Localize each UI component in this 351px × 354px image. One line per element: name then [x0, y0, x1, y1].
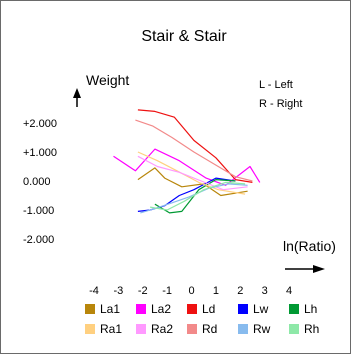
y-arrow-head	[73, 88, 81, 98]
series-line-la1	[137, 167, 248, 197]
legend-swatch-ld	[187, 304, 197, 314]
legend-label-rd: Rd	[202, 322, 217, 336]
x-tick-label: 0	[188, 285, 194, 297]
legend-swatch-rw	[238, 324, 248, 334]
y-axis-label: Weight	[86, 72, 129, 88]
legend-swatch-ra2	[136, 324, 146, 334]
x-tick-label: 1	[213, 285, 219, 297]
chart-title: Stair & Stair	[141, 28, 227, 45]
legend-swatch-rd	[187, 324, 197, 334]
note-left: L - Left	[259, 79, 293, 91]
y-tick-label: +1.000	[23, 147, 57, 159]
series-line-rd	[135, 119, 253, 182]
x-tick-label: -2	[138, 285, 148, 297]
x-tick-label: -3	[113, 285, 123, 297]
legend-label-lh: Lh	[304, 302, 317, 316]
x-tick-label: 2	[237, 285, 243, 297]
y-tick-label: -1.000	[23, 205, 54, 217]
series-line-la2	[113, 148, 261, 186]
series-group	[113, 109, 261, 214]
x-axis-label: ln(Ratio)	[283, 238, 336, 254]
series-line-ra2	[137, 155, 248, 191]
series-line-ra1	[137, 151, 246, 195]
y-tick-label: +2.000	[23, 118, 57, 130]
legend-swatch-la1	[85, 304, 95, 314]
legend-label-lw: Lw	[253, 302, 269, 316]
legend-swatch-ra1	[85, 324, 95, 334]
series-line-ld	[137, 109, 253, 183]
series-line-rh	[149, 181, 246, 211]
x-tick-label: -4	[89, 285, 99, 297]
legend-label-ra2: Ra2	[151, 322, 173, 336]
x-tick-label: 3	[262, 285, 268, 297]
legend-label-ra1: Ra1	[100, 322, 122, 336]
legend-label-rh: Rh	[304, 322, 319, 336]
axes: +2.000 +1.000 0.000 -1.000 -2.000 -4 -3 -2 -1 0 1 2…	[23, 88, 325, 297]
x-tick-label: -1	[162, 285, 172, 297]
legend-label-la2: La2	[151, 302, 171, 316]
series-line-rw	[140, 183, 248, 214]
legend-swatch-rh	[289, 324, 299, 334]
legend-label-rw: Rw	[253, 322, 271, 336]
y-tick-label: -2.000	[23, 234, 54, 246]
legend-label-ld: Ld	[202, 302, 215, 316]
legend-swatch-lw	[238, 304, 248, 314]
note-right: R - Right	[259, 98, 302, 110]
legend-label-la1: La1	[100, 302, 120, 316]
x-arrow-head	[313, 265, 325, 273]
legend: La1 La2 Ld Lw Lh Ra1 Ra2 Rd Rw Rh	[85, 302, 319, 336]
legend-swatch-la2	[136, 304, 146, 314]
y-tick-label: 0.000	[23, 176, 51, 188]
x-tick-label: 4	[286, 285, 292, 297]
legend-swatch-lh	[289, 304, 299, 314]
series-line-lh	[154, 179, 236, 214]
